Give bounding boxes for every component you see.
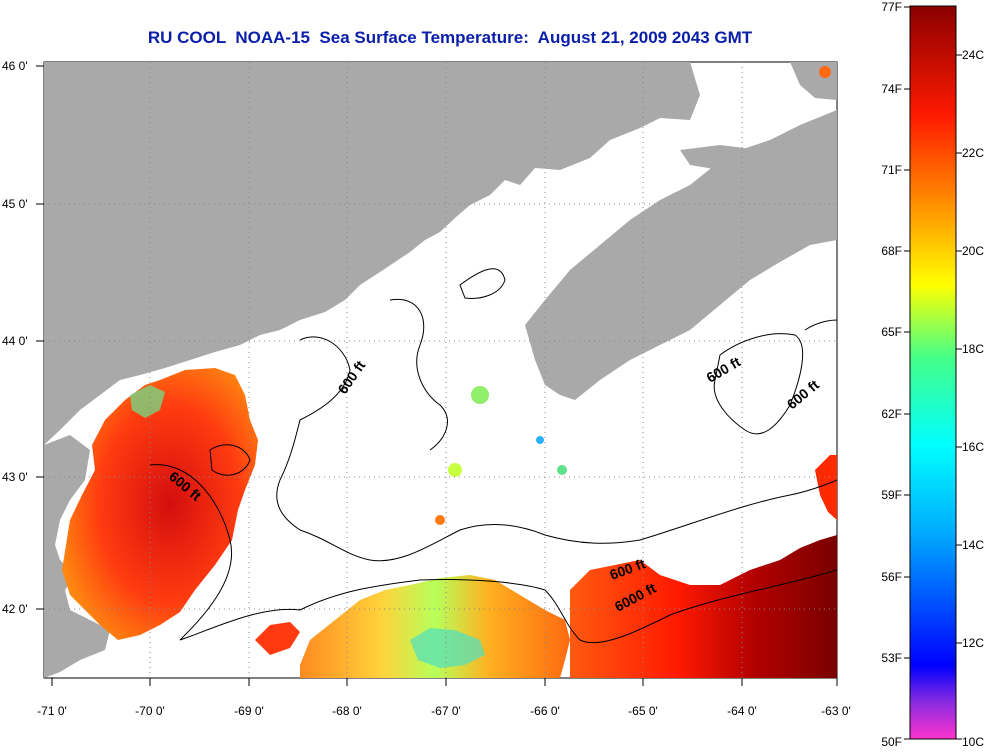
sst-patch (557, 465, 567, 475)
graticule (44, 62, 837, 678)
sst-patch (471, 386, 489, 404)
colorbar-f-label: 77F (881, 0, 902, 14)
colorbar-c-label: 10C (962, 735, 984, 749)
colorbar-f-label: 56F (881, 570, 902, 584)
lat-tick-label: 43 0' (2, 470, 28, 484)
land-pei (680, 145, 837, 172)
lon-tick-label: -69 0' (234, 704, 264, 718)
sst-georges-cool (410, 628, 485, 668)
colorbar-c-label: 12C (962, 636, 984, 650)
axis-tick-marks (36, 65, 838, 686)
lat-tick-label: 46 0' (2, 59, 28, 73)
colorbar-ticks (904, 6, 962, 740)
sst-patch (435, 515, 445, 525)
colorbar-c-label: 22C (962, 146, 984, 160)
sst-cool-patch (130, 385, 165, 418)
land-nova-scotia (525, 110, 837, 400)
sst-east-edge (815, 455, 837, 520)
map-title: RU COOL NOAA-15 Sea Surface Temperature:… (147, 28, 753, 47)
colorbar-f-label: 74F (881, 82, 902, 96)
colorbar-f-label: 59F (881, 488, 902, 502)
colorbar-c-label: 20C (962, 244, 984, 258)
land-massachusetts (44, 435, 110, 678)
depth-contours (149, 268, 837, 644)
colorbar-f-label: 68F (881, 244, 902, 258)
sst-gulf-of-maine-warm (62, 368, 258, 640)
lon-tick-label: -67 0' (431, 704, 461, 718)
colorbar-c-label: 24C (962, 48, 984, 62)
sst-east-warm (570, 535, 837, 678)
map-layers (44, 62, 837, 678)
colorbar-c-label: 18C (962, 342, 984, 356)
lat-tick-label: 45 0' (2, 197, 28, 211)
sst-patch (448, 463, 462, 477)
sst-patch (819, 66, 831, 78)
colorbar-f-label: 71F (881, 163, 902, 177)
sst-georges-bank (300, 575, 570, 678)
lon-tick-label: -66 0' (530, 704, 560, 718)
lat-tick-label: 42 0' (2, 602, 28, 616)
lon-tick-label: -63 0' (821, 704, 851, 718)
colorbar-f-label: 53F (881, 651, 902, 665)
colorbar-f-label: 50F (881, 735, 902, 749)
lon-tick-label: -65 0' (628, 704, 658, 718)
lon-tick-label: -68 0' (332, 704, 362, 718)
colorbar-f-label: 65F (881, 325, 902, 339)
lat-tick-label: 44 0' (2, 334, 28, 348)
lon-tick-label: -70 0' (135, 704, 165, 718)
lon-tick-label: -64 0' (727, 704, 757, 718)
lon-tick-label: -71 0' (37, 704, 67, 718)
sst-south-warm-spots (255, 622, 300, 655)
colorbar-c-label: 14C (962, 538, 984, 552)
colorbar-f-label: 62F (881, 407, 902, 421)
land-maine-newbrunswick (44, 62, 700, 445)
colorbar-c-label: 16C (962, 440, 984, 454)
colorbar (909, 5, 957, 740)
sst-patch (536, 436, 544, 444)
